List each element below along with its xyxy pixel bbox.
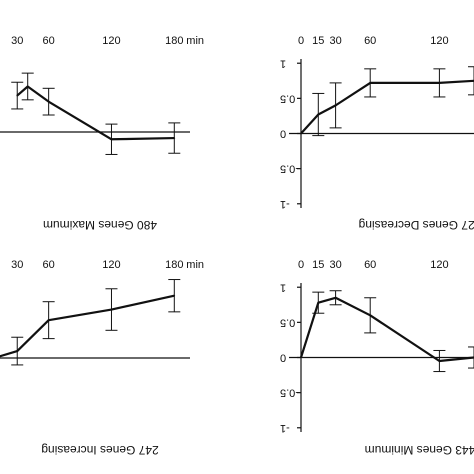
panel-title: 427 Genes Decreasing bbox=[359, 218, 474, 232]
x-unit-label: min bbox=[186, 259, 204, 271]
x-tick-label: 120 bbox=[102, 35, 120, 47]
panel-title: 480 Genes Maximum bbox=[43, 218, 157, 232]
chart-panel-3: 30 60 120 180 min 247 Genes Increasing bbox=[0, 259, 204, 457]
x-tick-label: 180 bbox=[165, 259, 183, 271]
series-line bbox=[299, 296, 474, 363]
x-tick-label: 120 bbox=[102, 259, 120, 271]
y-tick-label: -0.5 bbox=[280, 387, 299, 399]
data-point bbox=[438, 360, 441, 362]
data-point bbox=[334, 296, 337, 299]
y-tick-label: 0.5 bbox=[280, 316, 295, 328]
x-tick-label: 60 bbox=[43, 259, 55, 271]
y-tick-label: 0 bbox=[280, 128, 286, 140]
x-tick-label: 60 bbox=[364, 259, 376, 271]
data-point bbox=[173, 137, 176, 139]
panel-title: 247 Genes Increasing bbox=[41, 443, 158, 457]
data-point bbox=[438, 82, 441, 84]
series-line bbox=[300, 79, 474, 135]
panel-title: 443 Genes Minimum bbox=[365, 443, 474, 457]
chart-panel-4: 0 15 30 60 120 -1 -0.5 0 0.5 1 443 Genes Minimum bbox=[280, 259, 474, 457]
data-point bbox=[47, 100, 50, 103]
data-point bbox=[47, 319, 50, 321]
data-point bbox=[16, 94, 19, 97]
y-tick-label: 0 bbox=[280, 352, 286, 364]
data-point bbox=[110, 138, 113, 141]
data-point bbox=[317, 113, 320, 116]
y-tick-label: 0.5 bbox=[280, 92, 295, 104]
x-tick-label: 180 bbox=[165, 35, 183, 47]
y-tick-label: -1 bbox=[280, 198, 290, 210]
x-tick-label: 15 bbox=[312, 35, 324, 47]
data-point bbox=[300, 132, 302, 135]
series-line bbox=[0, 294, 175, 358]
x-tick-label: 120 bbox=[430, 259, 448, 271]
y-tick-label: 1 bbox=[280, 57, 286, 69]
chart-panel-2: 0 15 30 60 120 -1 -0.5 0 0.5 1 427 Genes Decreasin… bbox=[280, 35, 474, 232]
y-tick-label: -0.5 bbox=[280, 163, 299, 175]
data-point bbox=[16, 350, 19, 352]
y-tick-label: -1 bbox=[280, 422, 290, 434]
x-tick-label: 30 bbox=[11, 35, 23, 47]
x-tick-label: 60 bbox=[364, 35, 376, 47]
data-point bbox=[317, 301, 320, 304]
data-point bbox=[110, 308, 113, 311]
x-tick-label: 0 bbox=[298, 35, 304, 47]
data-point bbox=[300, 356, 302, 359]
data-point bbox=[369, 314, 372, 317]
x-tick-label: 60 bbox=[43, 35, 55, 47]
x-tick-label: 120 bbox=[430, 35, 448, 47]
x-tick-label: 0 bbox=[298, 259, 304, 271]
x-unit-label: min bbox=[186, 35, 204, 47]
series-line bbox=[16, 85, 175, 141]
data-point bbox=[334, 104, 337, 107]
y-tick-label: 1 bbox=[280, 281, 286, 293]
x-tick-label: 15 bbox=[312, 259, 324, 271]
data-point bbox=[173, 294, 176, 297]
x-tick-label: 30 bbox=[11, 259, 23, 271]
data-point bbox=[369, 82, 372, 84]
x-tick-label: 30 bbox=[329, 35, 341, 47]
x-tick-label: 30 bbox=[329, 259, 341, 271]
chart-panel-1: 30 60 120 180 min 480 Genes Maximum bbox=[0, 35, 204, 232]
data-point bbox=[26, 85, 29, 88]
